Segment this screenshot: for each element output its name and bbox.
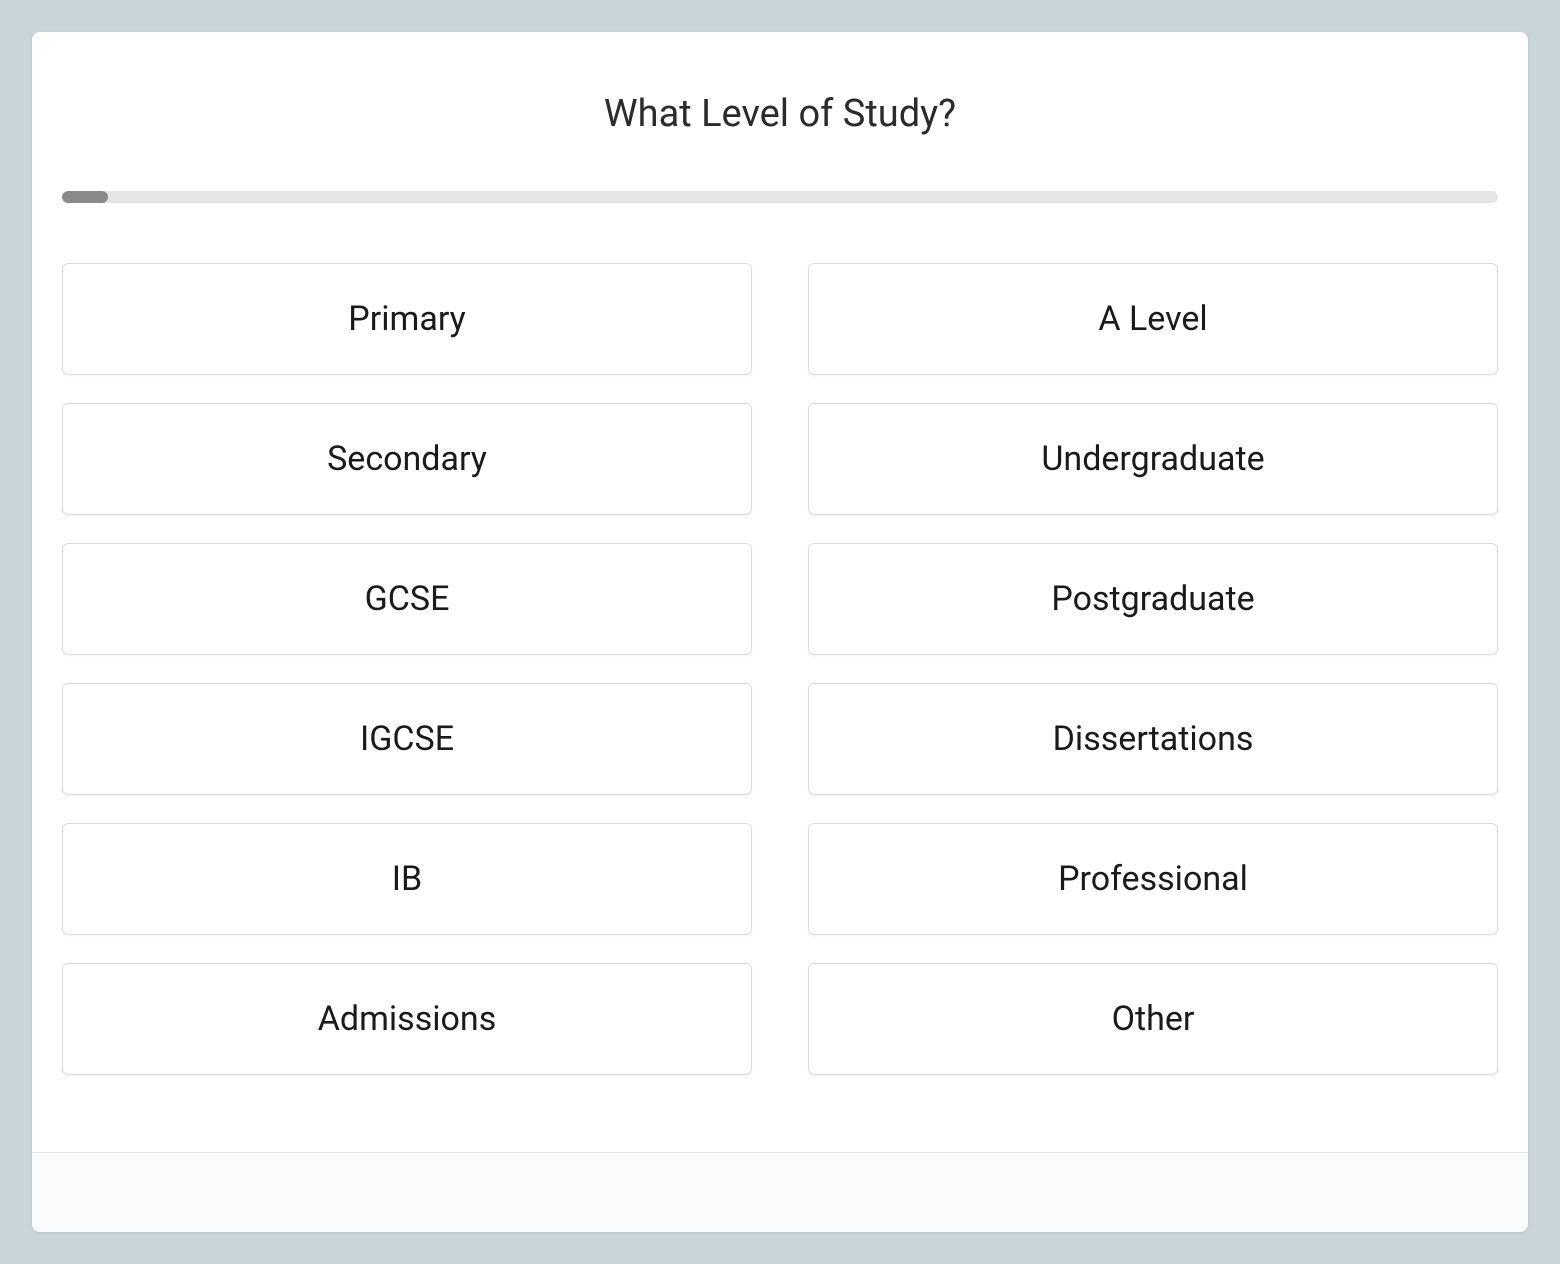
option-label: IB [392, 859, 422, 899]
option-label: GCSE [365, 579, 450, 619]
progress-bar [62, 191, 1498, 203]
option-other[interactable]: Other [808, 963, 1498, 1075]
option-label: Undergraduate [1041, 439, 1264, 479]
progress-fill [62, 191, 108, 203]
option-label: Postgraduate [1051, 579, 1254, 619]
option-ib[interactable]: IB [62, 823, 752, 935]
option-label: A Level [1098, 299, 1207, 339]
option-a-level[interactable]: A Level [808, 263, 1498, 375]
option-professional[interactable]: Professional [808, 823, 1498, 935]
option-postgraduate[interactable]: Postgraduate [808, 543, 1498, 655]
option-label: Admissions [318, 999, 497, 1039]
page-title: What Level of Study? [62, 92, 1498, 136]
option-admissions[interactable]: Admissions [62, 963, 752, 1075]
option-dissertations[interactable]: Dissertations [808, 683, 1498, 795]
option-label: IGCSE [360, 719, 454, 759]
option-secondary[interactable]: Secondary [62, 403, 752, 515]
option-igcse[interactable]: IGCSE [62, 683, 752, 795]
form-card: What Level of Study? Primary Secondary G… [32, 32, 1528, 1232]
option-label: Primary [348, 299, 465, 339]
option-gcse[interactable]: GCSE [62, 543, 752, 655]
option-undergraduate[interactable]: Undergraduate [808, 403, 1498, 515]
options-grid: Primary Secondary GCSE IGCSE IB Admissio… [62, 263, 1498, 1075]
option-label: Dissertations [1053, 719, 1254, 759]
card-footer [32, 1152, 1528, 1232]
option-primary[interactable]: Primary [62, 263, 752, 375]
option-label: Professional [1058, 859, 1248, 899]
option-label: Other [1112, 999, 1195, 1039]
option-label: Secondary [327, 439, 487, 479]
card-main: What Level of Study? Primary Secondary G… [32, 32, 1528, 1152]
